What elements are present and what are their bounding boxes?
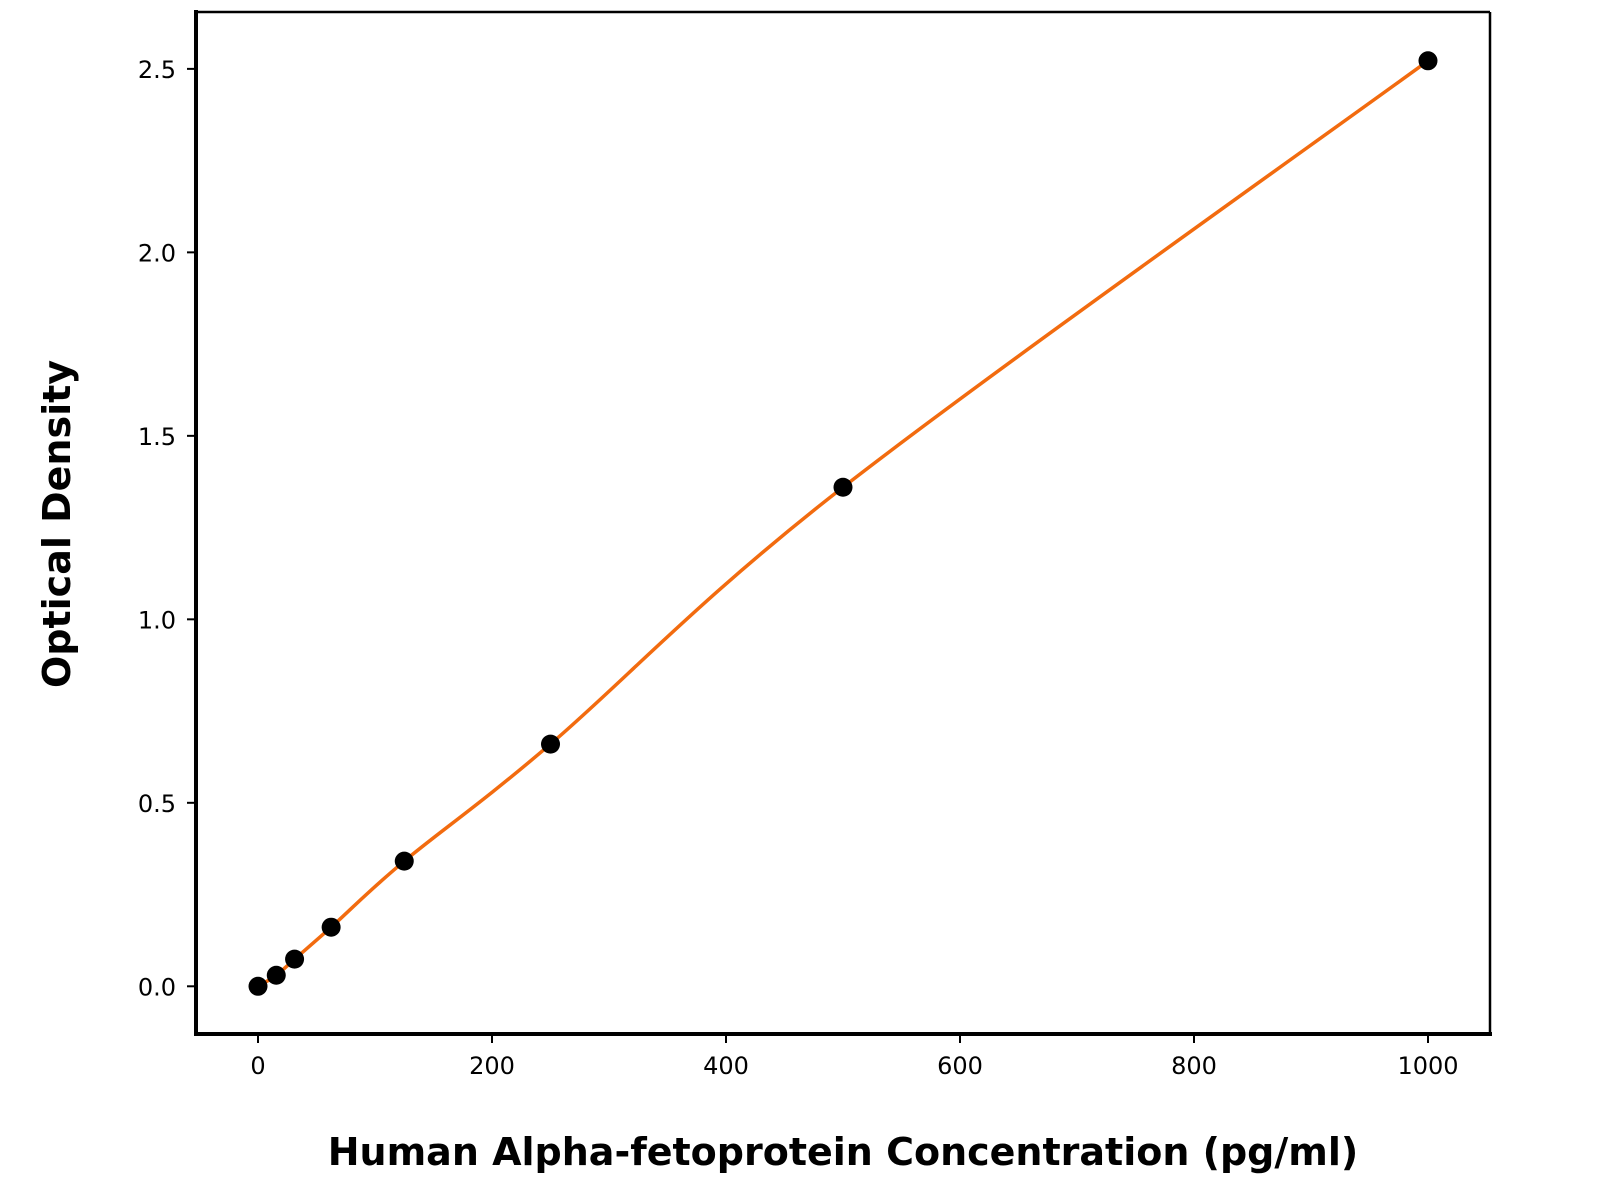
data-point xyxy=(248,976,268,996)
fit-curve xyxy=(257,59,1430,988)
data-point xyxy=(266,965,286,985)
data-point xyxy=(833,477,853,497)
x-axis-label: Human Alpha-fetoprotein Concentration (p… xyxy=(328,1130,1359,1174)
y-axis-label: Optical Density xyxy=(35,360,79,688)
x-tick-label: 800 xyxy=(1171,1052,1217,1080)
y-tick-label: 2.5 xyxy=(138,56,176,84)
x-tick-label: 400 xyxy=(703,1052,749,1080)
data-point xyxy=(394,851,414,871)
y-tick-label: 1.5 xyxy=(138,423,176,451)
data-point xyxy=(1418,51,1438,71)
x-tick-label: 200 xyxy=(469,1052,515,1080)
y-tick-label: 0.5 xyxy=(138,790,176,818)
x-tick-label: 0 xyxy=(250,1052,265,1080)
y-tick-label: 0.0 xyxy=(138,973,176,1001)
y-tick-label: 2.0 xyxy=(138,239,176,267)
x-tick-label: 600 xyxy=(937,1052,983,1080)
data-point xyxy=(541,734,561,754)
x-tick-label: 1000 xyxy=(1397,1052,1458,1080)
data-point xyxy=(285,949,305,969)
data-point xyxy=(321,917,341,937)
y-tick-label: 1.0 xyxy=(138,606,176,634)
